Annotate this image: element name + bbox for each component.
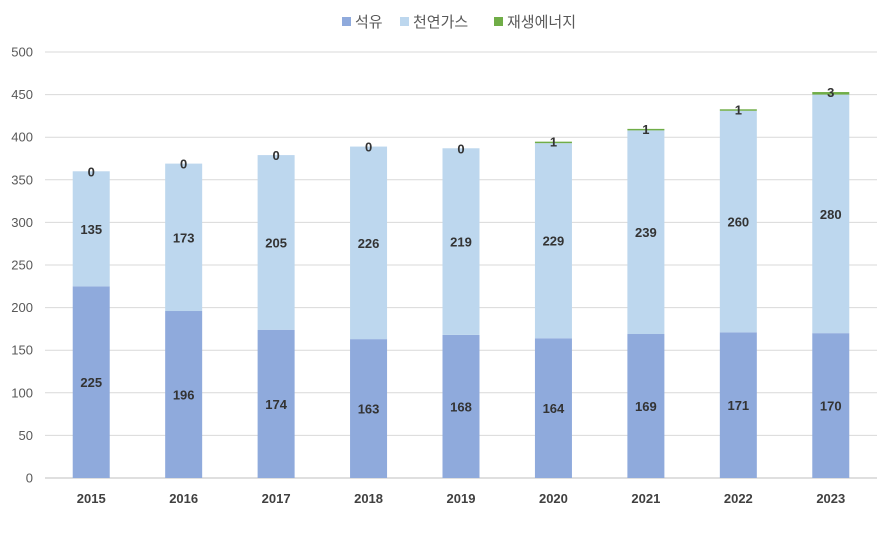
data-label-2018-1: 226 <box>358 236 380 251</box>
data-label-2018-0: 163 <box>358 402 380 417</box>
legend-entry: 재생에너지 <box>507 13 576 31</box>
y-tick-label: 50 <box>19 428 33 443</box>
bar-2023-2 <box>812 92 850 95</box>
bars <box>72 92 850 478</box>
data-label-2015-2: 0 <box>88 164 95 179</box>
bar-2021-1 <box>627 130 665 335</box>
y-tick-label: 400 <box>11 130 33 145</box>
bar-2019-1 <box>442 148 480 335</box>
data-label-2016-0: 196 <box>173 388 195 403</box>
bar-2020-0 <box>534 338 572 478</box>
data-label-2015-1: 135 <box>80 222 102 237</box>
data-label-2020-2: 1 <box>550 135 557 150</box>
x-tick-label: 2018 <box>354 491 383 506</box>
x-tick-label: 2019 <box>447 491 476 506</box>
data-label-2021-0: 169 <box>635 399 657 414</box>
bar-2020-2 <box>534 141 572 144</box>
data-labels: 225 135 0 196 173 0 174 205 0 163 226 0 168 219 0 164 22… <box>80 85 841 417</box>
bar-2021-2 <box>627 128 665 131</box>
y-tick-label: 300 <box>11 215 33 230</box>
bar-2023-0 <box>812 333 850 478</box>
x-tick-label: 2016 <box>169 491 198 506</box>
bar-2018-1 <box>350 146 388 340</box>
data-label-2017-2: 0 <box>272 148 279 163</box>
y-tick-label: 350 <box>11 172 33 187</box>
data-label-2023-2: 3 <box>827 85 834 100</box>
data-label-2022-1: 260 <box>727 215 749 230</box>
bar-2019-0 <box>442 334 480 478</box>
data-label-2016-1: 173 <box>173 230 195 245</box>
y-axis-ticks: 0 50 100 150 200 250 300 350 400 450 500 <box>11 45 33 486</box>
data-label-2022-2: 1 <box>735 102 742 117</box>
data-label-2018-2: 0 <box>365 140 372 155</box>
y-tick-label: 500 <box>11 45 33 60</box>
bar-2023-1 <box>812 94 850 334</box>
data-label-2023-0: 170 <box>820 399 842 414</box>
y-tick-label: 200 <box>11 300 33 315</box>
data-label-2020-0: 164 <box>543 401 565 416</box>
y-tick-label: 250 <box>11 258 33 273</box>
bar-2016-1 <box>165 163 203 312</box>
legend-swatch <box>494 17 503 26</box>
legend: 석유 천연가스 재생에너지 <box>342 13 576 31</box>
x-tick-label: 2022 <box>724 491 753 506</box>
legend-swatch <box>400 17 409 26</box>
data-label-2019-2: 0 <box>457 141 464 156</box>
bar-2015-1 <box>72 171 110 287</box>
y-tick-label: 450 <box>11 87 33 102</box>
bar-2017-1 <box>257 155 295 330</box>
x-tick-label: 2020 <box>539 491 568 506</box>
y-tick-label: 100 <box>11 385 33 400</box>
bar-2022-1 <box>719 110 757 333</box>
y-tick-label: 150 <box>11 343 33 358</box>
legend-entry: 석유 <box>355 13 383 31</box>
bar-2016-0 <box>165 311 203 478</box>
data-label-2021-1: 239 <box>635 225 657 240</box>
y-tick-label: 0 <box>26 471 33 486</box>
x-axis-ticks: 2015 2016 2017 2018 2019 2020 2021 2022 2023 <box>77 491 845 506</box>
bar-2021-0 <box>627 334 665 478</box>
bar-2018-0 <box>350 339 388 478</box>
bar-2017-0 <box>257 329 295 478</box>
x-tick-label: 2015 <box>77 491 106 506</box>
data-label-2019-0: 168 <box>450 399 472 414</box>
data-label-2020-1: 229 <box>543 234 565 249</box>
data-label-2017-1: 205 <box>265 235 287 250</box>
data-label-2016-2: 0 <box>180 157 187 172</box>
data-label-2015-0: 225 <box>80 375 102 390</box>
data-label-2021-2: 1 <box>642 122 649 137</box>
data-label-2017-0: 174 <box>265 397 287 412</box>
bar-2022-2 <box>719 109 757 111</box>
legend-entry: 천연가스 <box>413 13 468 31</box>
x-tick-label: 2017 <box>262 491 291 506</box>
data-label-2019-1: 219 <box>450 235 472 250</box>
bar-2020-1 <box>534 143 572 339</box>
x-tick-label: 2021 <box>631 491 660 506</box>
legend-swatch <box>342 17 351 26</box>
data-label-2022-0: 171 <box>727 398 749 413</box>
bar-2015-0 <box>72 286 110 478</box>
data-label-2023-1: 280 <box>820 207 842 222</box>
x-tick-label: 2023 <box>816 491 845 506</box>
bar-2022-0 <box>719 332 757 478</box>
